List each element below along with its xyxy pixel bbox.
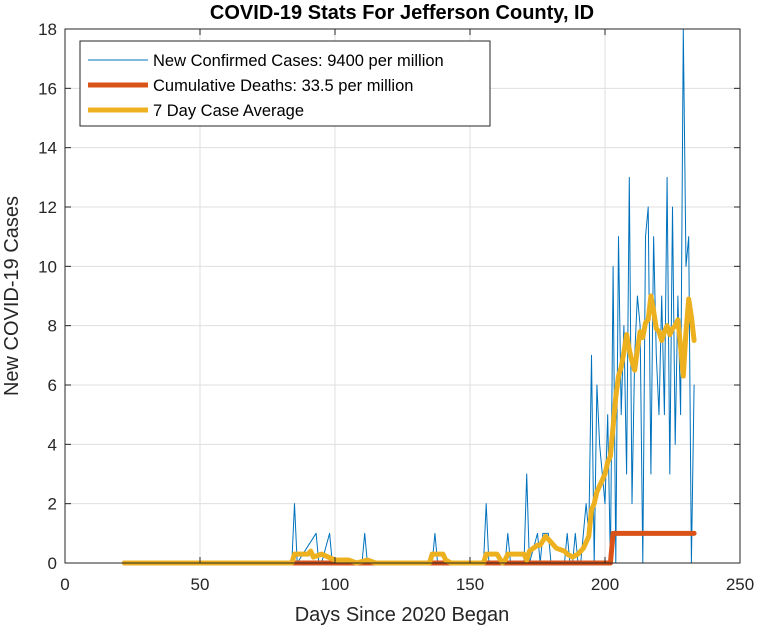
y-tick-label: 18: [38, 20, 57, 39]
y-tick-label: 10: [38, 257, 57, 276]
legend-label-7-day-average: 7 Day Case Average: [153, 102, 304, 120]
tick-layer: [64, 28, 741, 564]
seven-day-average-line: [121, 293, 697, 566]
legend: New Confirmed Cases: 9400 per million Cu…: [79, 40, 491, 127]
x-axis-label: Days Since 2020 Began: [295, 604, 510, 626]
x-tick-label: 100: [321, 575, 349, 594]
plot-frame: [64, 28, 741, 564]
y-tick-label: 12: [38, 198, 57, 217]
y-tick-label: 6: [48, 376, 57, 395]
y-tick-label: 16: [38, 79, 57, 98]
x-tick-label: 250: [726, 575, 754, 594]
x-tick-label: 0: [60, 575, 69, 594]
y-axis-label: New COVID-19 Cases: [1, 196, 23, 396]
tick-label-layer: 0 50 100 150 200 250 0 2 4 6 8 10 12 14 16 18: [38, 20, 754, 594]
legend-label-new-cases: New Confirmed Cases: 9400 per million: [153, 52, 444, 70]
y-tick-label: 4: [48, 435, 57, 454]
y-tick-label: 14: [38, 139, 57, 158]
y-tick-label: 2: [48, 495, 57, 514]
y-tick-label: 8: [48, 317, 57, 336]
x-tick-label: 150: [456, 575, 484, 594]
x-tick-label: 200: [591, 575, 619, 594]
legend-label-cumulative-deaths: Cumulative Deaths: 33.5 per million: [153, 77, 413, 95]
x-tick-label: 50: [191, 575, 210, 594]
y-tick-label: 0: [48, 554, 57, 573]
legend-box: [79, 40, 491, 127]
chart-title: COVID-19 Stats For Jefferson County, ID: [210, 2, 594, 24]
